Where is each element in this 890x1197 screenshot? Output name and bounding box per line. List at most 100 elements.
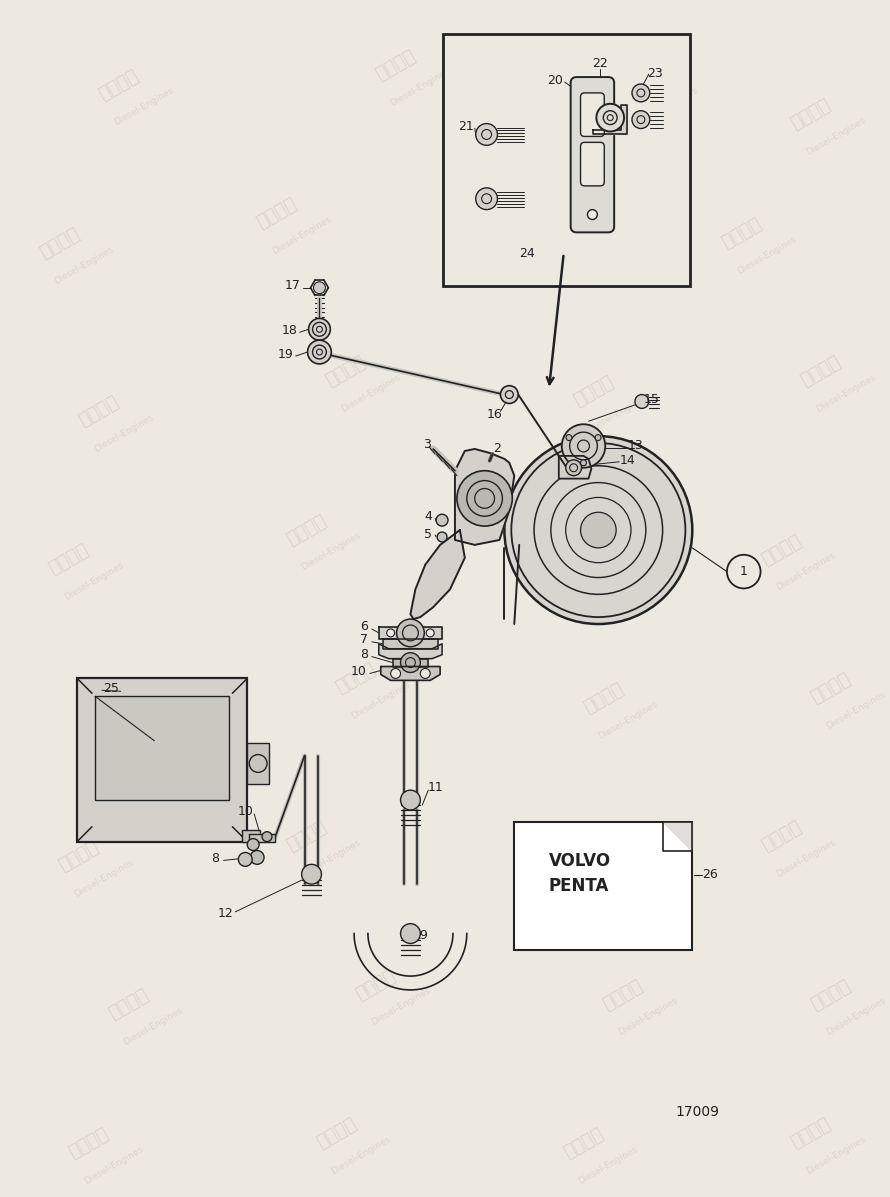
Text: Diesel-Engines: Diesel-Engines: [824, 996, 886, 1038]
Text: 紫发动力: 紫发动力: [491, 175, 538, 212]
Bar: [242, 830, 260, 841]
Polygon shape: [383, 639, 438, 649]
Text: Diesel-Engines: Diesel-Engines: [93, 413, 155, 454]
Text: 13: 13: [628, 439, 643, 452]
Text: 紫发动力: 紫发动力: [313, 1114, 360, 1152]
Text: 18: 18: [282, 323, 298, 336]
Text: 紫发动力: 紫发动力: [284, 511, 329, 548]
Circle shape: [239, 852, 252, 867]
Text: 26: 26: [702, 868, 718, 881]
Text: Diesel-Engines: Diesel-Engines: [369, 986, 432, 1027]
Text: Diesel-Engines: Diesel-Engines: [112, 86, 174, 127]
Text: 紫发动力: 紫发动力: [580, 680, 627, 717]
Text: 7: 7: [360, 633, 368, 646]
Polygon shape: [559, 456, 592, 479]
Text: Diesel-Engines: Diesel-Engines: [122, 1005, 184, 1047]
Text: 紫发动力: 紫发动力: [797, 353, 844, 390]
Circle shape: [500, 385, 518, 403]
Circle shape: [250, 851, 264, 864]
Text: 10: 10: [238, 806, 254, 819]
Text: 紫发动力: 紫发动力: [76, 393, 122, 430]
Circle shape: [580, 512, 616, 548]
Circle shape: [313, 281, 326, 293]
Polygon shape: [455, 449, 514, 545]
Text: 紫发动力: 紫发动力: [561, 1125, 607, 1162]
FancyBboxPatch shape: [570, 77, 614, 232]
Text: 12: 12: [218, 907, 233, 920]
Text: 紫发动力: 紫发动力: [95, 67, 142, 104]
Text: 紫发动力: 紫发动力: [56, 838, 102, 875]
Text: Diesel-Engines: Diesel-Engines: [577, 1144, 640, 1186]
Text: 紫发动力: 紫发动力: [284, 818, 329, 855]
Circle shape: [727, 554, 761, 589]
Circle shape: [400, 652, 420, 673]
Text: 4: 4: [425, 510, 433, 523]
Text: 8: 8: [212, 852, 220, 865]
Circle shape: [309, 318, 330, 340]
Text: PENTA: PENTA: [549, 877, 610, 895]
Text: Diesel-Engines: Diesel-Engines: [547, 541, 610, 583]
Text: Diesel-Engines: Diesel-Engines: [73, 857, 135, 899]
Text: Diesel-Engines: Diesel-Engines: [62, 561, 125, 602]
Text: 8: 8: [360, 648, 368, 661]
Text: 紫发动力: 紫发动力: [619, 67, 666, 104]
FancyBboxPatch shape: [580, 93, 604, 136]
Text: Diesel-Engines: Diesel-Engines: [300, 838, 362, 879]
Circle shape: [632, 84, 650, 102]
Text: Diesel-Engines: Diesel-Engines: [271, 214, 333, 256]
Text: Diesel-Engines: Diesel-Engines: [597, 699, 659, 741]
Circle shape: [566, 460, 581, 475]
Text: 1: 1: [740, 565, 748, 578]
Circle shape: [505, 436, 692, 624]
Text: Diesel-Engines: Diesel-Engines: [775, 838, 837, 879]
Circle shape: [476, 188, 498, 209]
Text: 22: 22: [593, 56, 608, 69]
Circle shape: [595, 435, 601, 440]
Circle shape: [580, 460, 587, 466]
Text: 紫发动力: 紫发动力: [352, 966, 399, 1003]
Polygon shape: [249, 833, 275, 841]
Text: 紫发动力: 紫发动力: [46, 541, 93, 578]
Text: Diesel-Engines: Diesel-Engines: [340, 373, 402, 414]
FancyBboxPatch shape: [580, 142, 604, 186]
Text: Diesel-Engines: Diesel-Engines: [735, 235, 797, 275]
Text: 14: 14: [620, 455, 635, 467]
Text: 紫发动力: 紫发动力: [333, 660, 379, 697]
Text: Diesel-Engines: Diesel-Engines: [617, 996, 679, 1038]
Circle shape: [632, 110, 650, 128]
Circle shape: [420, 668, 430, 679]
Text: 紫发动力: 紫发动力: [373, 47, 418, 84]
Bar: [95, 697, 230, 800]
Circle shape: [587, 209, 597, 219]
Text: 23: 23: [647, 67, 662, 80]
Text: 17: 17: [285, 279, 301, 292]
Circle shape: [308, 340, 331, 364]
Text: 紫发动力: 紫发动力: [530, 522, 577, 559]
Text: 紫发动力: 紫发动力: [600, 977, 646, 1014]
Text: Diesel-Engines: Diesel-Engines: [83, 1144, 145, 1186]
Polygon shape: [663, 822, 692, 851]
Bar: [77, 679, 247, 841]
Bar: [514, 822, 692, 950]
Text: 3: 3: [424, 438, 431, 450]
Text: Diesel-Engines: Diesel-Engines: [775, 551, 837, 593]
Text: 24: 24: [519, 247, 535, 260]
Circle shape: [476, 123, 498, 145]
Circle shape: [400, 790, 420, 810]
Text: Diesel-Engines: Diesel-Engines: [329, 1135, 392, 1175]
Text: 紫发动力: 紫发动力: [758, 531, 805, 569]
Text: 16: 16: [487, 408, 502, 421]
Polygon shape: [381, 667, 441, 680]
Text: Diesel-Engines: Diesel-Engines: [300, 531, 362, 572]
Text: Diesel-Engines: Diesel-Engines: [53, 244, 116, 286]
Text: 紫发动力: 紫发动力: [788, 1114, 834, 1152]
Text: 17009: 17009: [676, 1105, 719, 1118]
Text: Diesel-Engines: Diesel-Engines: [636, 86, 699, 127]
Circle shape: [247, 839, 259, 851]
Text: VOLVO: VOLVO: [549, 852, 611, 870]
Circle shape: [635, 395, 649, 408]
Polygon shape: [410, 530, 465, 619]
Text: 紫发动力: 紫发动力: [570, 373, 617, 411]
Text: Diesel-Engines: Diesel-Engines: [547, 847, 610, 889]
Text: 紫发动力: 紫发动力: [323, 353, 369, 390]
